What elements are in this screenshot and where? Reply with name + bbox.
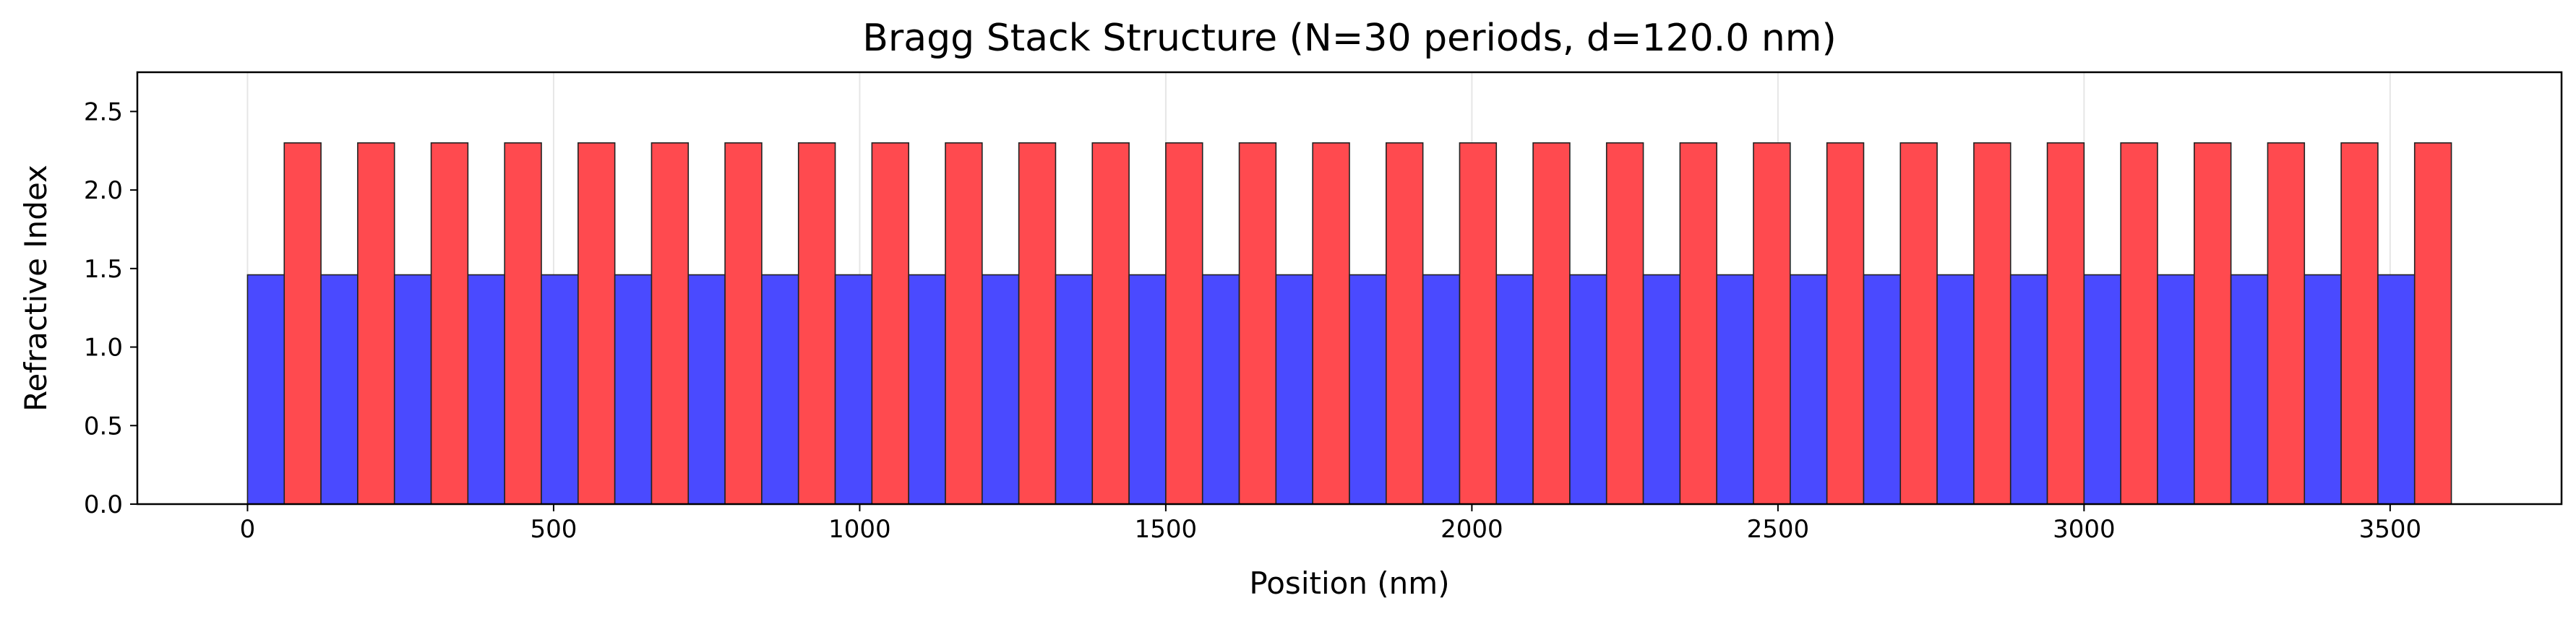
high-index-layer-bar	[2046, 142, 2085, 505]
low-index-layer-bar	[761, 274, 799, 505]
low-index-layer-bar	[246, 274, 285, 505]
low-index-layer-bar	[1863, 274, 1902, 505]
x-tick-label: 500	[530, 515, 577, 544]
low-index-layer-bar	[2377, 274, 2416, 505]
low-index-layer-bar	[982, 274, 1020, 505]
y-tick-label: 1.5	[84, 255, 123, 284]
low-index-layer-bar	[1716, 274, 1754, 505]
high-index-layer-bar	[1238, 142, 1277, 505]
low-index-layer-bar	[320, 274, 359, 505]
low-index-layer-bar	[393, 274, 432, 505]
high-index-layer-bar	[651, 142, 690, 505]
low-index-layer-bar	[1128, 274, 1167, 505]
high-index-layer-bar	[1532, 142, 1571, 505]
high-index-layer-bar	[1973, 142, 2012, 505]
y-tick-label: 0.5	[84, 412, 123, 441]
tick-layer: 0 500 1000 1500 2000 2500 3000 3500 0.0 0.5 1.0 1.5…	[84, 98, 2421, 544]
x-tick-label: 2000	[1441, 515, 1503, 544]
high-index-layer-bar	[2194, 142, 2232, 505]
low-index-layer-bar	[2230, 274, 2269, 505]
low-index-layer-bar	[834, 274, 873, 505]
high-index-layer-bar	[1165, 142, 1203, 505]
y-tick-label: 1.0	[84, 334, 123, 363]
low-index-layer-bar	[2009, 274, 2048, 505]
low-index-layer-bar	[908, 274, 946, 505]
low-index-layer-bar	[1349, 274, 1387, 505]
high-index-layer-bar	[945, 142, 983, 505]
x-axis-label: Position (nm)	[1249, 566, 1449, 601]
high-index-layer-bar	[797, 142, 836, 505]
x-tick-label: 1500	[1135, 515, 1198, 544]
high-index-layer-bar	[1679, 142, 1717, 505]
high-index-layer-bar	[283, 142, 322, 505]
high-index-layer-bar	[2340, 142, 2379, 505]
low-index-layer-bar	[1569, 274, 1607, 505]
y-tick-label: 2.5	[84, 98, 123, 126]
high-index-layer-bar	[1605, 142, 1644, 505]
low-index-layer-bar	[687, 274, 726, 505]
bar-layer	[246, 142, 2452, 505]
low-index-layer-bar	[1936, 274, 1975, 505]
high-index-layer-bar	[1753, 142, 1791, 505]
high-index-layer-bar	[430, 142, 469, 505]
x-tick-label: 1000	[828, 515, 891, 544]
x-tick-label: 3000	[2053, 515, 2116, 544]
low-index-layer-bar	[2157, 274, 2195, 505]
high-index-layer-bar	[1312, 142, 1350, 505]
high-index-layer-bar	[578, 142, 616, 505]
high-index-layer-bar	[1386, 142, 1424, 505]
x-tick-label: 2500	[1747, 515, 1810, 544]
high-index-layer-bar	[1899, 142, 1938, 505]
low-index-layer-bar	[1790, 274, 1828, 505]
low-index-layer-bar	[1495, 274, 1534, 505]
y-axis-label: Refractive Index	[18, 165, 53, 412]
low-index-layer-bar	[1201, 274, 1240, 505]
low-index-layer-bar	[541, 274, 579, 505]
high-index-layer-bar	[1459, 142, 1498, 505]
low-index-layer-bar	[1642, 274, 1681, 505]
high-index-layer-bar	[1826, 142, 1865, 505]
low-index-layer-bar	[467, 274, 505, 505]
high-index-layer-bar	[357, 142, 395, 505]
x-tick-label: 3500	[2359, 515, 2422, 544]
low-index-layer-bar	[2304, 274, 2342, 505]
high-index-layer-bar	[2413, 142, 2452, 505]
high-index-layer-bar	[1091, 142, 1130, 505]
high-index-layer-bar	[2120, 142, 2158, 505]
plot-frame	[136, 71, 2563, 506]
x-tick-label: 0	[240, 515, 256, 544]
low-index-layer-bar	[2083, 274, 2121, 505]
low-index-layer-bar	[1422, 274, 1461, 505]
low-index-layer-bar	[614, 274, 653, 505]
chart-title: Bragg Stack Structure (N=30 periods, d=1…	[862, 17, 1837, 60]
high-index-layer-bar	[724, 142, 763, 505]
y-tick-label: 2.0	[84, 176, 123, 205]
low-index-layer-bar	[1275, 274, 1313, 505]
high-index-layer-bar	[2267, 142, 2306, 505]
y-tick-label: 0.0	[84, 490, 123, 519]
low-index-layer-bar	[1055, 274, 1094, 505]
high-index-layer-bar	[871, 142, 909, 505]
high-index-layer-bar	[504, 142, 542, 505]
high-index-layer-bar	[1018, 142, 1057, 505]
